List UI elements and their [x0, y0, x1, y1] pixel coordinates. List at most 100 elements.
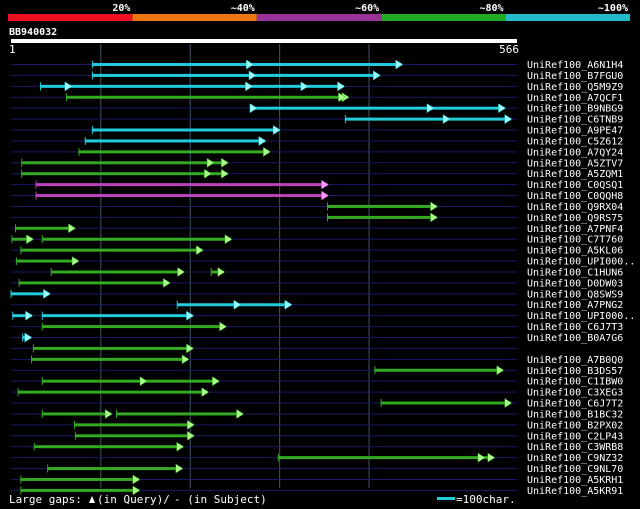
hit-hsp-arrow [206, 157, 215, 168]
hit-hsp-arrow [442, 114, 451, 125]
hit-name: UniRef100_C9NL70 [527, 464, 623, 475]
hit-segment[interactable] [11, 237, 33, 241]
footer-scale-label: =100char. [456, 493, 516, 506]
hit-segment[interactable] [92, 73, 380, 77]
hit-segment[interactable] [33, 346, 193, 350]
identity-bar-label: ~100% [598, 3, 628, 14]
hit-segment[interactable] [327, 204, 437, 208]
hit-name: UniRef100_C0QQH8 [527, 191, 623, 202]
hit-name: UniRef100_UPI000.. [527, 311, 635, 322]
hit-segment[interactable] [92, 128, 280, 132]
hit-segment[interactable] [40, 84, 344, 88]
hit-name: UniRef100_Q9RX04 [527, 202, 623, 213]
hit-end-arrow [487, 452, 496, 463]
hit-segment[interactable] [16, 259, 79, 263]
hit-name: UniRef100_C6TNB9 [527, 115, 623, 126]
hit-segment[interactable] [251, 106, 505, 110]
hit-end-arrow [176, 441, 185, 452]
scale-bar [437, 497, 455, 500]
hit-end-arrow [24, 332, 33, 343]
hit-end-arrow [321, 190, 329, 201]
identity-bar-label: ~80% [480, 3, 504, 14]
hit-end-arrow [395, 59, 404, 70]
hit-segment[interactable] [42, 379, 219, 383]
hit-name: UniRef100_C3WRB8 [527, 442, 623, 453]
hit-end-arrow [187, 419, 195, 430]
hit-name: UniRef100_A5KL06 [527, 246, 623, 257]
hit-segment[interactable] [85, 139, 265, 143]
hit-end-arrow [284, 299, 293, 310]
identity-bar-label: ~60% [355, 3, 379, 14]
hit-name: UniRef100_B1BC32 [527, 409, 623, 420]
hit-segment[interactable] [42, 237, 231, 241]
query-end-label: 566 [499, 43, 519, 56]
hit-end-arrow [496, 365, 505, 376]
hit-segment[interactable] [75, 434, 194, 438]
hit-end-arrow [186, 310, 194, 321]
hit-name: UniRef100_C9NZ32 [527, 453, 623, 464]
hit-end-arrow [177, 267, 186, 277]
hit-segment[interactable] [20, 488, 139, 492]
identity-bar-segment [381, 14, 506, 21]
hit-segment[interactable] [42, 412, 112, 416]
hit-name: UniRef100_D0DW03 [527, 278, 623, 289]
hit-segment[interactable] [278, 456, 494, 460]
hit-end-arrow [221, 168, 229, 179]
hit-segment[interactable] [345, 117, 511, 121]
hit-name: UniRef100_UPI000.. [527, 257, 635, 268]
hit-segment[interactable] [381, 401, 511, 405]
hit-segment[interactable] [20, 248, 203, 252]
hit-name: UniRef100_A7QCF1 [527, 93, 623, 104]
hit-segment[interactable] [11, 292, 50, 296]
hit-segment[interactable] [327, 215, 437, 219]
hit-segment[interactable] [42, 325, 226, 329]
hit-name: UniRef100_C0QSQ1 [527, 180, 623, 191]
hit-name: UniRef100_A5ZQM1 [527, 169, 623, 180]
hit-end-arrow [236, 408, 245, 419]
hit-segment[interactable] [211, 270, 224, 274]
hit-end-arrow [132, 474, 141, 485]
hit-name: UniRef100_B0A7G6 [527, 333, 623, 344]
hit-end-arrow [430, 201, 439, 212]
hit-segment[interactable] [78, 150, 270, 154]
hit-name: UniRef100_B2PX02 [527, 420, 623, 431]
hit-segment[interactable] [74, 423, 194, 427]
hit-name: UniRef100_A5KRH1 [527, 475, 623, 486]
hit-hsp-arrow [338, 92, 346, 103]
hit-segment[interactable] [15, 226, 75, 230]
hit-end-arrow [104, 408, 113, 419]
hit-end-arrow [43, 288, 51, 299]
hit-segment[interactable] [66, 95, 349, 99]
hit-segment[interactable] [20, 477, 139, 481]
identity-bar-label: ~40% [231, 3, 255, 14]
hit-end-arrow [498, 103, 506, 114]
hit-end-arrow [162, 277, 171, 288]
hit-name: UniRef100_Q9RS75 [527, 213, 623, 224]
hit-segment[interactable] [47, 467, 182, 471]
hit-segment[interactable] [21, 161, 228, 165]
hit-segment[interactable] [31, 357, 189, 361]
hit-segment[interactable] [18, 390, 208, 394]
hit-segment[interactable] [36, 183, 328, 187]
hit-name: UniRef100_Q5M9Z9 [527, 82, 623, 93]
hit-end-arrow [219, 321, 228, 332]
hit-segment[interactable] [34, 445, 183, 449]
hit-name: UniRef100_A7PNF4 [527, 224, 623, 235]
hit-segment[interactable] [19, 281, 170, 285]
hit-segment[interactable] [116, 412, 243, 416]
hit-end-arrow [504, 398, 513, 408]
hit-segment[interactable] [12, 314, 32, 318]
hit-name: UniRef100_C2LP43 [527, 431, 623, 442]
footer-gaps-subject: - (in Subject) [174, 493, 267, 506]
hit-hsp-arrow [300, 81, 309, 92]
query-id: BB940032 [9, 27, 57, 38]
hit-hsp-arrow [64, 81, 73, 92]
gap-query-icon [89, 496, 95, 503]
hit-end-arrow [68, 223, 76, 234]
hit-segment[interactable] [51, 270, 184, 274]
hit-segment[interactable] [36, 194, 328, 198]
hit-segment[interactable] [374, 368, 503, 372]
hit-segment[interactable] [21, 172, 228, 176]
hit-segment[interactable] [42, 314, 193, 318]
